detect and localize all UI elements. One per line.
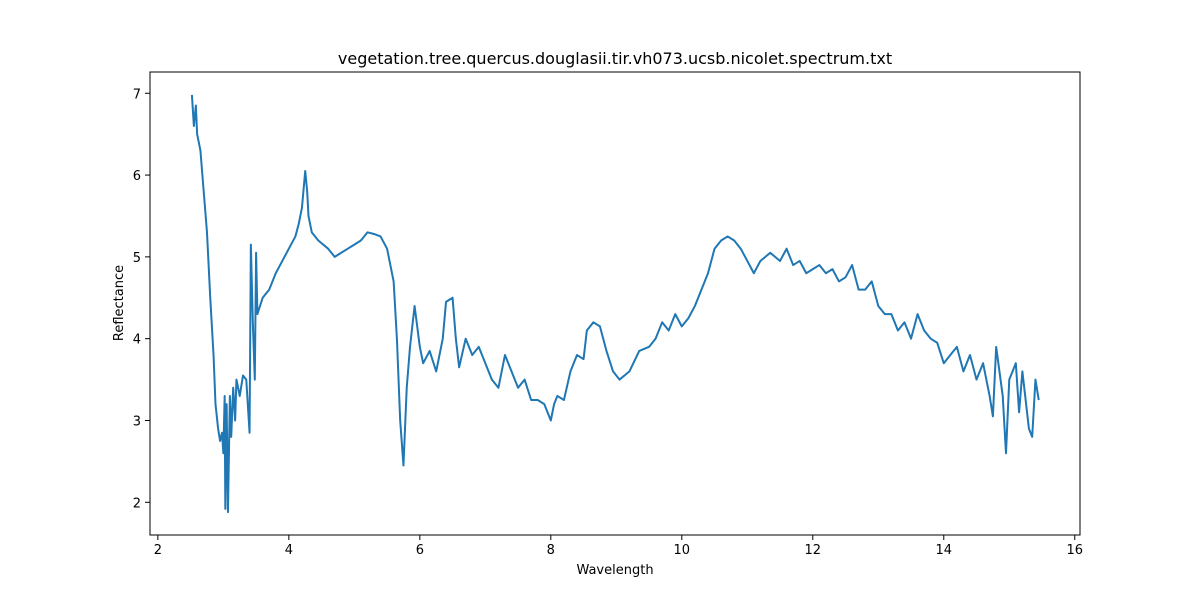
spectrum-line <box>190 94 1040 514</box>
x-tick-label: 16 <box>1066 543 1083 558</box>
plot-frame <box>149 71 1081 536</box>
y-axis-label: Reflectance <box>112 265 127 341</box>
y-tick-label: 3 <box>133 414 141 429</box>
x-tick-label: 6 <box>416 543 424 558</box>
y-tick-label: 4 <box>133 333 141 348</box>
x-tick-label: 12 <box>805 543 822 558</box>
x-tick-label: 8 <box>547 543 555 558</box>
chart-title: vegetation.tree.quercus.douglasii.tir.vh… <box>338 49 892 68</box>
x-tick-label: 14 <box>936 543 953 558</box>
x-tick-label: 4 <box>285 543 293 558</box>
x-tick-label: 10 <box>674 543 691 558</box>
y-tick-label: 7 <box>133 87 141 102</box>
y-tick-label: 6 <box>133 169 141 184</box>
x-tick-label: 2 <box>154 543 162 558</box>
x-axis-label: Wavelength <box>576 563 653 578</box>
y-tick-label: 5 <box>133 251 141 266</box>
y-tick-label: 2 <box>133 496 141 511</box>
